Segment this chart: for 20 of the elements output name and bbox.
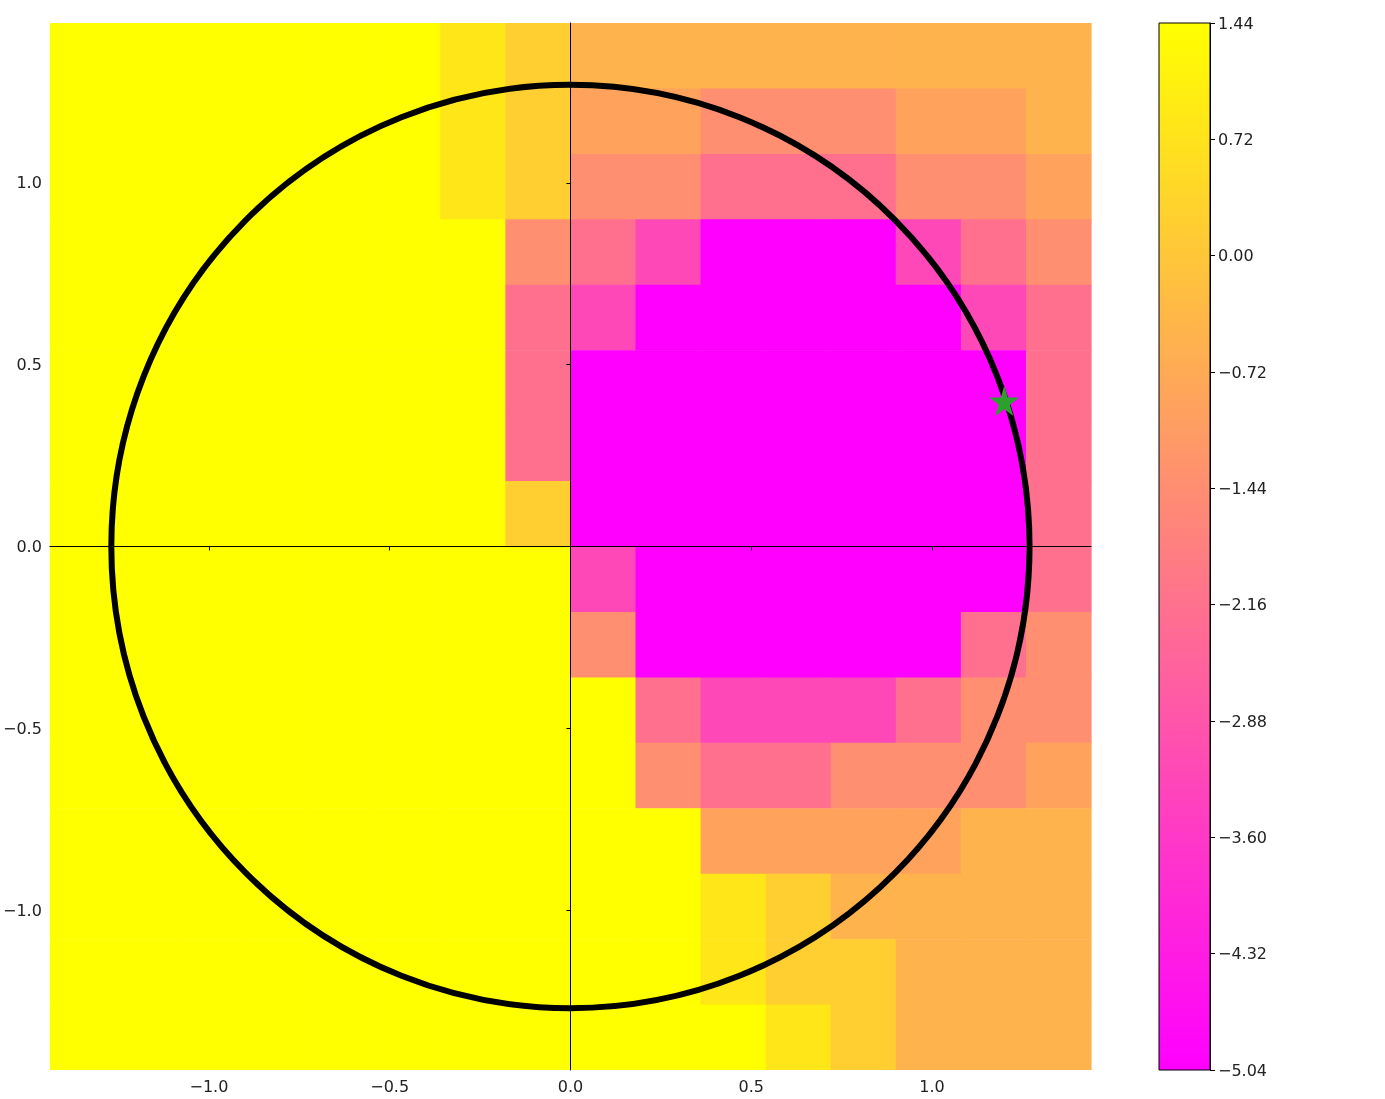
y-tick-label: −0.5	[2, 718, 42, 738]
color-bar-label: −1.44	[1218, 478, 1268, 498]
x-tick-label: 0.0	[557, 1076, 584, 1096]
color-bar-label: −3.60	[1218, 827, 1268, 847]
color-bar-label: −2.16	[1218, 595, 1268, 615]
color-bar-label: −0.72	[1218, 362, 1268, 382]
color-bar-label: 0.00	[1218, 246, 1254, 266]
x-tick-label: 1.0	[919, 1076, 945, 1096]
x-tick-label: −1.0	[189, 1076, 229, 1096]
y-tick-label: −1.0	[2, 900, 42, 920]
y-tick-label: 0.5	[16, 355, 42, 375]
x-tick-label: −0.5	[370, 1076, 410, 1096]
y-tick-label: 0.0	[16, 537, 42, 556]
color-bar-label: −2.88	[1218, 711, 1268, 731]
color-bar-label: −5.04	[1218, 1060, 1268, 1080]
color-bar-label: −4.32	[1218, 944, 1268, 964]
color-bar-label: 1.44	[1218, 13, 1254, 33]
y-tick-label: 1.0	[16, 173, 42, 193]
color-bar-label: 0.72	[1218, 129, 1254, 149]
x-tick-label: 0.5	[738, 1076, 764, 1096]
